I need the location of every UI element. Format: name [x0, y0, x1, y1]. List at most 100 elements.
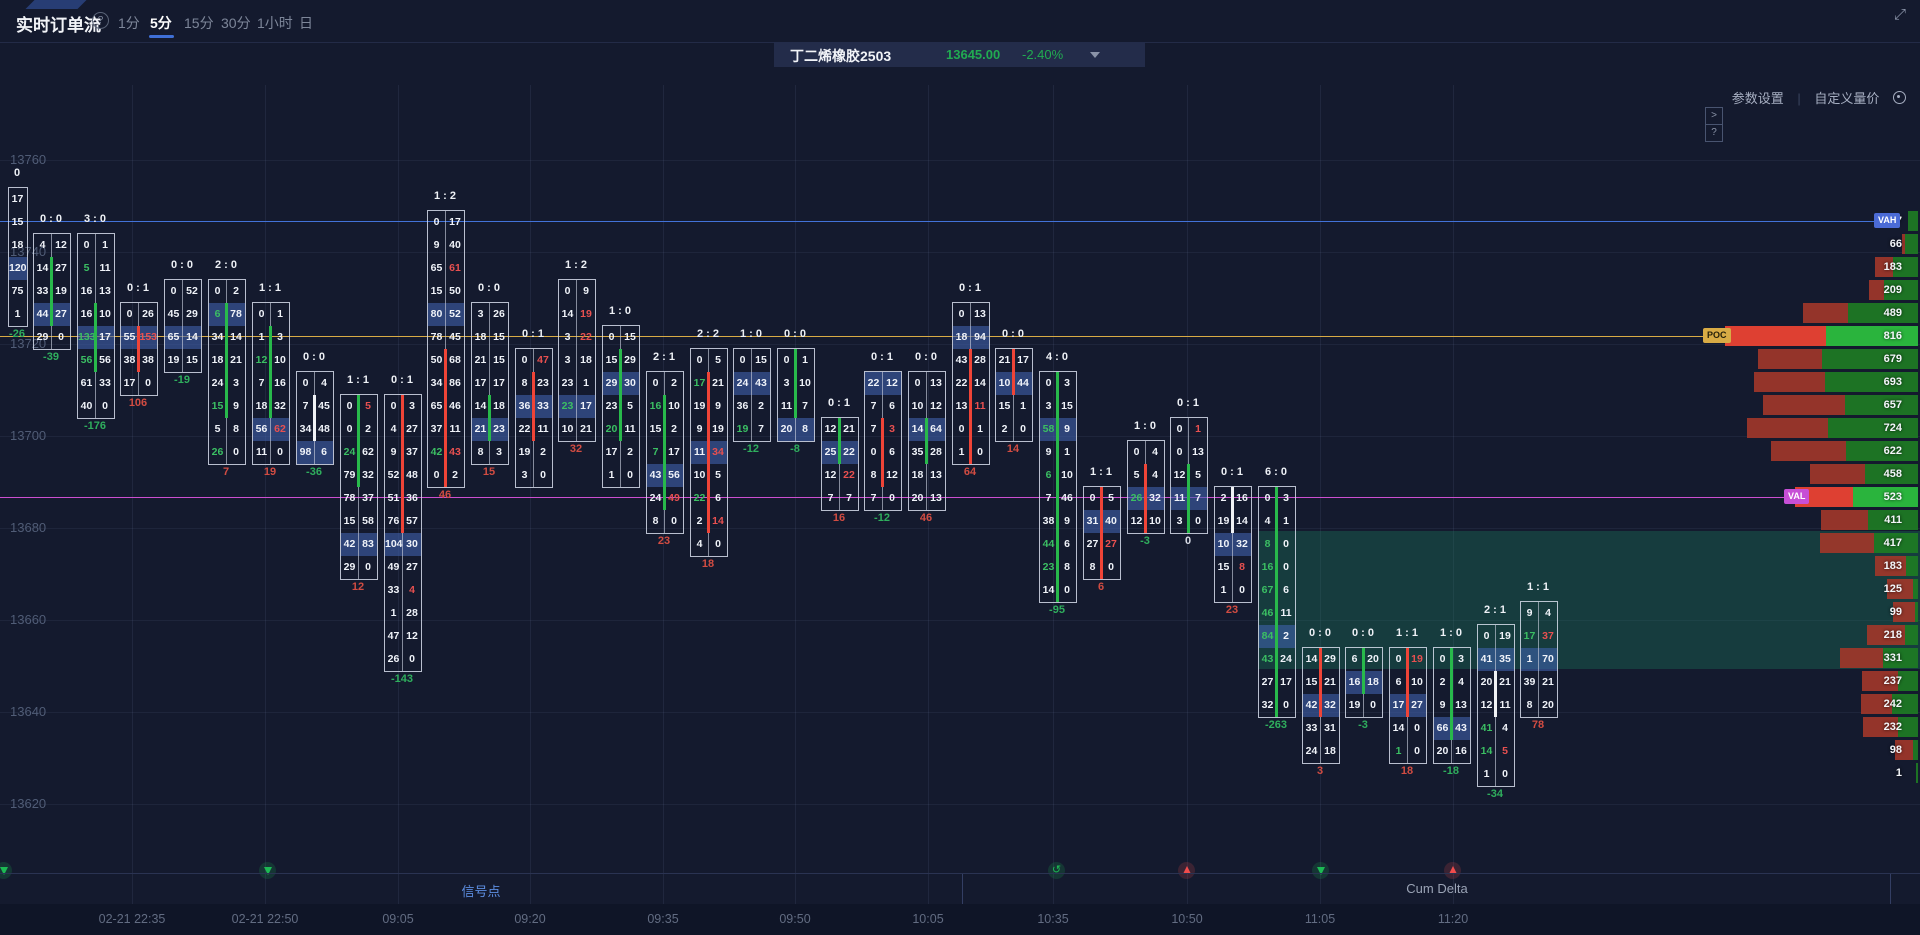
bid-cell: 40 [80, 399, 93, 412]
ask-cell: 8 [233, 422, 239, 435]
chevron-down-icon[interactable] [1090, 52, 1100, 58]
bid-cell: 1 [1220, 583, 1227, 596]
ask-cell: 10 [99, 307, 111, 320]
bid-cell: 7 [652, 445, 659, 458]
volume-profile-value: 98 [1889, 744, 1902, 756]
bid-cell: 0 [783, 353, 790, 366]
ask-cell: 0 [715, 537, 721, 550]
ask-cell: 17 [1280, 675, 1292, 688]
ask-cell: 64 [930, 422, 942, 435]
column-delta-footer: -34 [1487, 788, 1503, 800]
bid-cell: 17 [123, 376, 136, 389]
ask-cell: 10 [274, 353, 286, 366]
column-delta-footer: 106 [128, 397, 148, 409]
ask-cell: 94 [974, 330, 986, 343]
bid-cell: 0 [1264, 491, 1271, 504]
volume-profile-value: 66 [1889, 238, 1902, 250]
help-icon[interactable]: ? [92, 12, 109, 29]
instrument-selector[interactable]: 丁二烯橡胶2503 13645.00 -2.40% [774, 42, 1145, 67]
tab-1小时[interactable]: 1小时 [257, 15, 293, 31]
gear-icon[interactable] [1893, 91, 1906, 104]
ask-cell: 12 [886, 468, 898, 481]
bid-cell: 14 [1042, 583, 1055, 596]
ask-cell: 1 [583, 376, 589, 389]
triangle-down-icon [263, 867, 272, 875]
ask-cell: 18 [493, 399, 505, 412]
footprint-column: 0 47 8 23 36 33 22 11 19 2 3 0 [515, 347, 553, 488]
delta-bar [1449, 647, 1453, 740]
bid-cell: 33 [387, 583, 400, 596]
ask-cell: 46 [1061, 491, 1073, 504]
footprint-column: 2 16 19 14 10 32 15 8 1 0 [1214, 485, 1252, 603]
bid-cell: 20 [780, 422, 793, 435]
column-delta-footer: 15 [482, 466, 496, 478]
footprint-column: 0 13 18 94 43 28 22 14 13 11 0 1 1 0 [952, 301, 990, 465]
tab-30分[interactable]: 30分 [221, 15, 251, 31]
instrument-name: 丁二烯橡胶2503 [790, 48, 892, 64]
ask-cell: 4 [1502, 721, 1508, 734]
ask-cell: 19 [712, 422, 724, 435]
bid-cell: 26 [211, 445, 224, 458]
ask-cell: 2 [233, 284, 239, 297]
footprint-column: 0 2 6 78 34 14 18 21 24 3 15 9 5 8 26 0 [208, 278, 246, 465]
column-delta-footer: -26 [9, 328, 25, 340]
footprint-column: 0 2 16 10 15 2 7 17 43 56 24 49 8 0 [646, 370, 684, 534]
ask-cell: 10 [1061, 468, 1073, 481]
instrument-change: -2.40% [1022, 47, 1064, 62]
ask-cell: 27 [406, 560, 418, 573]
volume-profile-sell-bar [1893, 602, 1915, 622]
bid-cell: 2 [696, 514, 703, 527]
volume-profile-buy-bar [1853, 487, 1918, 507]
bid-cell: 23 [561, 399, 574, 412]
ask-cell: 0 [1239, 583, 1245, 596]
delta-bar [93, 302, 97, 372]
bid-cell: 104 [385, 537, 403, 550]
delta-bar [1405, 647, 1409, 717]
delta-bar [662, 394, 666, 510]
tab-日[interactable]: 日 [299, 15, 313, 31]
ask-cell: 10 [1149, 514, 1161, 527]
tab-5分[interactable]: 5分 [150, 15, 172, 31]
bid-cell: 50 [430, 353, 443, 366]
bid-cell: 18 [11, 238, 24, 251]
expand-icon[interactable]: ⤢ [1894, 6, 1907, 23]
ask-cell: 12 [886, 376, 898, 389]
time-axis-label: 09:20 [514, 912, 546, 926]
bid-cell: 15 [649, 422, 662, 435]
volume-profile-value: 242 [1883, 698, 1902, 710]
column-delta-footer: 64 [963, 466, 977, 478]
ask-cell: 40 [1105, 514, 1117, 527]
custom-volume-button[interactable]: 自定义量价 [1814, 91, 1880, 106]
price-axis-label: 13640 [10, 704, 47, 719]
ask-cell: 43 [755, 376, 767, 389]
tab-1分[interactable]: 1分 [118, 15, 140, 31]
ask-cell: 49 [668, 491, 680, 504]
panel-collapse-button[interactable]: > [1705, 107, 1723, 125]
volume-profile-value: 183 [1883, 261, 1902, 273]
cum-delta-label: Cum Delta [1406, 881, 1468, 896]
ask-cell: 14 [974, 376, 986, 389]
ask-cell: 5 [1108, 491, 1114, 504]
bid-cell: 66 [1436, 721, 1449, 734]
volume-profile-value: 1 [1895, 767, 1902, 779]
ask-cell: 9 [233, 399, 239, 412]
settings-button[interactable]: 参数设置 [1731, 91, 1784, 106]
ask-cell: 19 [1411, 652, 1423, 665]
bid-cell: 0 [958, 422, 965, 435]
price-axis-label: 13720 [10, 336, 47, 351]
ask-cell: 11 [974, 399, 986, 412]
footprint-column: 17 15 18 120 75 1 [8, 186, 28, 327]
bid-cell: 3 [564, 330, 571, 343]
bid-cell: 0 [870, 445, 877, 458]
price-axis-label: 13760 [10, 152, 47, 167]
bid-cell: 14 [911, 422, 924, 435]
volume-profile-sell-bar [1869, 280, 1884, 300]
ask-cell: 17 [580, 399, 592, 412]
bid-cell: 19 [167, 353, 180, 366]
footprint-column: 0 5 0 2 24 62 79 32 78 37 15 58 42 83 29 0 [340, 393, 378, 580]
bid-cell: 2 [1220, 491, 1227, 504]
bid-cell: 49 [387, 560, 400, 573]
delta-bar [1099, 486, 1103, 579]
tab-15分[interactable]: 15分 [184, 15, 214, 31]
panel-help-button[interactable]: ? [1705, 124, 1723, 142]
